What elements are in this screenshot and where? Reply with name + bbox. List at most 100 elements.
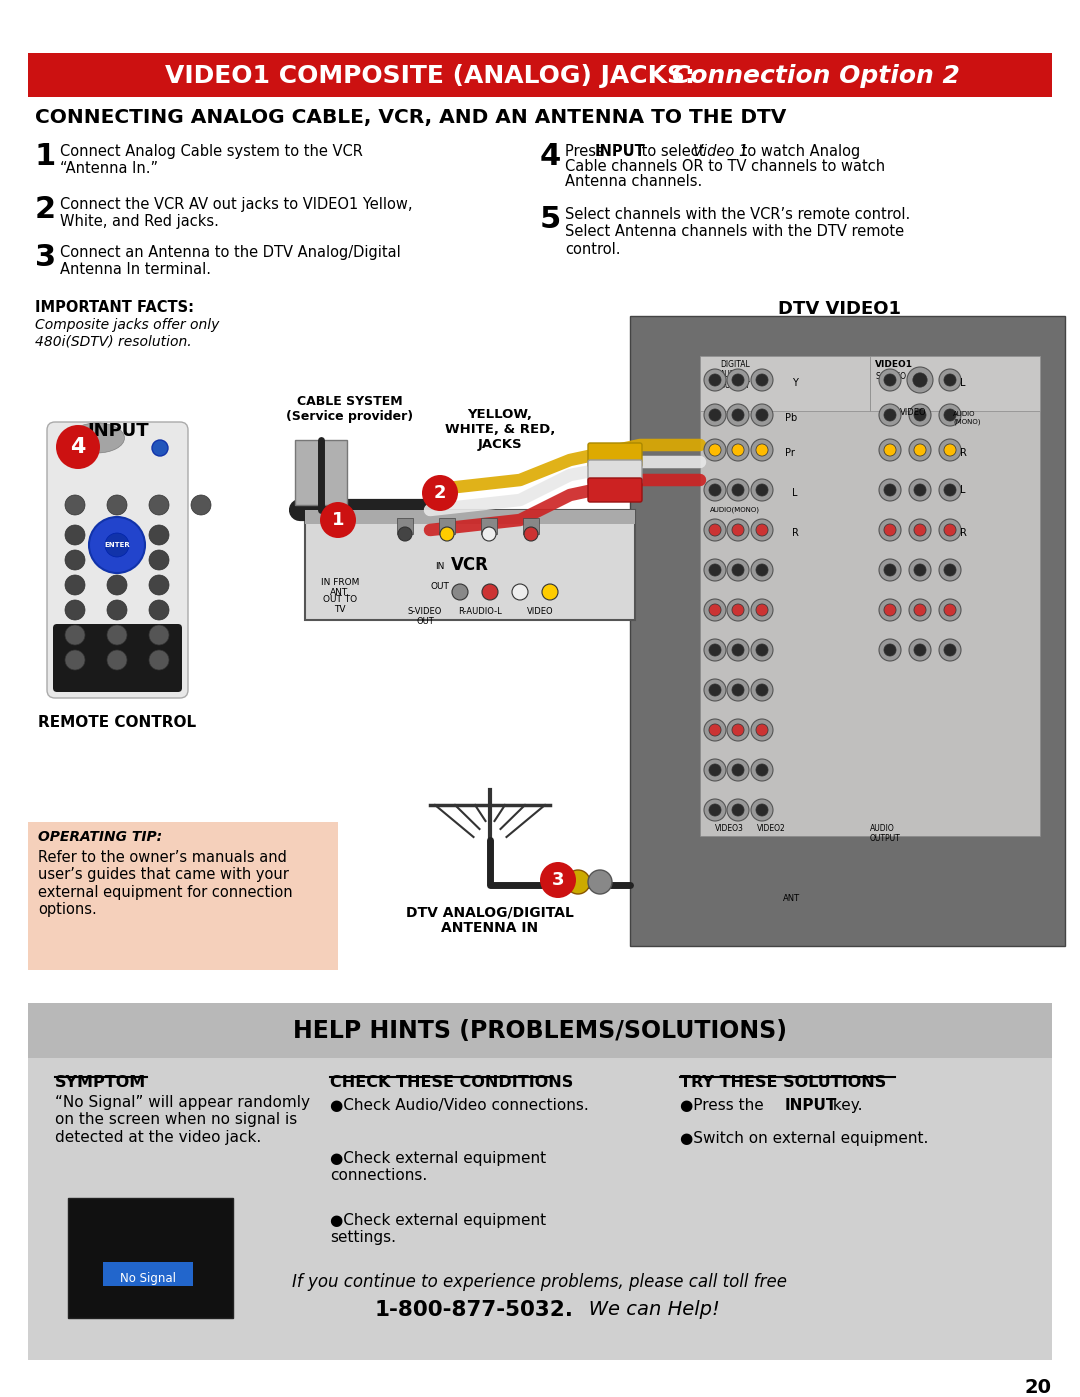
Circle shape <box>149 550 168 570</box>
Text: Connect the VCR AV out jacks to VIDEO1 Yellow,
White, and Red jacks.: Connect the VCR AV out jacks to VIDEO1 Y… <box>60 197 413 229</box>
Text: R-AUDIO-L: R-AUDIO-L <box>458 608 502 616</box>
Circle shape <box>732 644 744 657</box>
Circle shape <box>732 724 744 736</box>
Circle shape <box>939 479 961 502</box>
Circle shape <box>704 559 726 581</box>
Circle shape <box>879 479 901 502</box>
Text: ●Check external equipment
settings.: ●Check external equipment settings. <box>330 1213 546 1245</box>
Circle shape <box>482 527 496 541</box>
Circle shape <box>756 644 768 657</box>
Circle shape <box>939 520 961 541</box>
Circle shape <box>107 624 127 645</box>
Text: IN: IN <box>435 562 445 571</box>
Circle shape <box>704 799 726 821</box>
Circle shape <box>756 724 768 736</box>
Circle shape <box>191 495 211 515</box>
Circle shape <box>756 564 768 576</box>
Text: CONNECTING ANALOG CABLE, VCR, AND AN ANTENNA TO THE DTV: CONNECTING ANALOG CABLE, VCR, AND AN ANT… <box>35 108 786 127</box>
Circle shape <box>704 520 726 541</box>
Circle shape <box>756 409 768 420</box>
Circle shape <box>939 439 961 461</box>
Circle shape <box>105 534 129 557</box>
Circle shape <box>751 799 773 821</box>
Bar <box>481 518 497 534</box>
Text: to select: to select <box>637 144 710 159</box>
Circle shape <box>727 638 750 661</box>
Text: 1: 1 <box>332 511 345 529</box>
Circle shape <box>65 576 85 595</box>
Circle shape <box>756 444 768 455</box>
Circle shape <box>566 870 590 894</box>
FancyBboxPatch shape <box>305 510 635 620</box>
Bar <box>870 356 1040 411</box>
Text: INPUT: INPUT <box>87 422 149 440</box>
Circle shape <box>708 444 721 455</box>
Bar <box>68 1199 233 1317</box>
Circle shape <box>756 374 768 386</box>
Text: Connect an Antenna to the DTV Analog/Digital
Antenna In terminal.: Connect an Antenna to the DTV Analog/Dig… <box>60 244 401 278</box>
Circle shape <box>944 409 956 420</box>
FancyBboxPatch shape <box>588 460 642 483</box>
Ellipse shape <box>69 423 124 453</box>
Circle shape <box>914 483 926 496</box>
Bar <box>397 518 413 534</box>
Circle shape <box>542 584 558 599</box>
Circle shape <box>440 527 454 541</box>
Circle shape <box>909 404 931 426</box>
Text: OUT: OUT <box>431 583 449 591</box>
Circle shape <box>883 564 896 576</box>
Circle shape <box>909 520 931 541</box>
Bar <box>700 356 870 411</box>
Circle shape <box>107 599 127 620</box>
Circle shape <box>704 599 726 622</box>
Circle shape <box>914 374 926 386</box>
Circle shape <box>149 495 168 515</box>
Circle shape <box>756 803 768 816</box>
Circle shape <box>732 524 744 536</box>
Circle shape <box>107 525 127 545</box>
Text: INPUT: INPUT <box>785 1098 837 1113</box>
Text: ANT: ANT <box>783 894 800 902</box>
Circle shape <box>107 550 127 570</box>
Text: DTV VIDEO1: DTV VIDEO1 <box>779 300 902 319</box>
Text: AUDIO
(MONO): AUDIO (MONO) <box>953 411 981 425</box>
Circle shape <box>939 369 961 391</box>
Circle shape <box>751 559 773 581</box>
Text: Cable channels OR to TV channels to watch: Cable channels OR to TV channels to watc… <box>565 159 886 175</box>
Text: VCR: VCR <box>451 556 489 574</box>
Bar <box>630 316 1065 946</box>
Circle shape <box>149 576 168 595</box>
Text: VIDEO: VIDEO <box>527 608 553 616</box>
Text: VIDEO1: VIDEO1 <box>875 360 913 369</box>
Text: VIDEO1 COMPOSITE (ANALOG) JACKS:: VIDEO1 COMPOSITE (ANALOG) JACKS: <box>165 64 713 88</box>
Circle shape <box>883 524 896 536</box>
Text: R: R <box>960 448 967 458</box>
Circle shape <box>704 638 726 661</box>
Text: 5: 5 <box>540 205 562 235</box>
Circle shape <box>914 524 926 536</box>
Text: key.: key. <box>828 1098 863 1113</box>
Circle shape <box>756 604 768 616</box>
Circle shape <box>704 719 726 740</box>
Circle shape <box>708 374 721 386</box>
Circle shape <box>727 599 750 622</box>
Text: Select channels with the VCR’s remote control.
Select Antenna channels with the : Select channels with the VCR’s remote co… <box>565 207 910 257</box>
Circle shape <box>939 559 961 581</box>
Circle shape <box>149 650 168 671</box>
Circle shape <box>107 495 127 515</box>
Text: TRY THESE SOLUTIONS: TRY THESE SOLUTIONS <box>680 1076 887 1090</box>
Text: VIDEO: VIDEO <box>900 408 927 416</box>
Circle shape <box>107 576 127 595</box>
Circle shape <box>732 564 744 576</box>
Circle shape <box>65 495 85 515</box>
Circle shape <box>708 483 721 496</box>
Circle shape <box>751 679 773 701</box>
Text: S-VIDEO
OUT: S-VIDEO OUT <box>408 608 442 626</box>
Text: Composite jacks offer only
480i(SDTV) resolution.: Composite jacks offer only 480i(SDTV) re… <box>35 319 219 348</box>
Circle shape <box>727 719 750 740</box>
Text: OUT TO
TV: OUT TO TV <box>323 595 357 615</box>
Bar <box>28 1003 1052 1058</box>
Text: Video 1: Video 1 <box>693 144 748 159</box>
Circle shape <box>751 638 773 661</box>
Circle shape <box>482 584 498 599</box>
